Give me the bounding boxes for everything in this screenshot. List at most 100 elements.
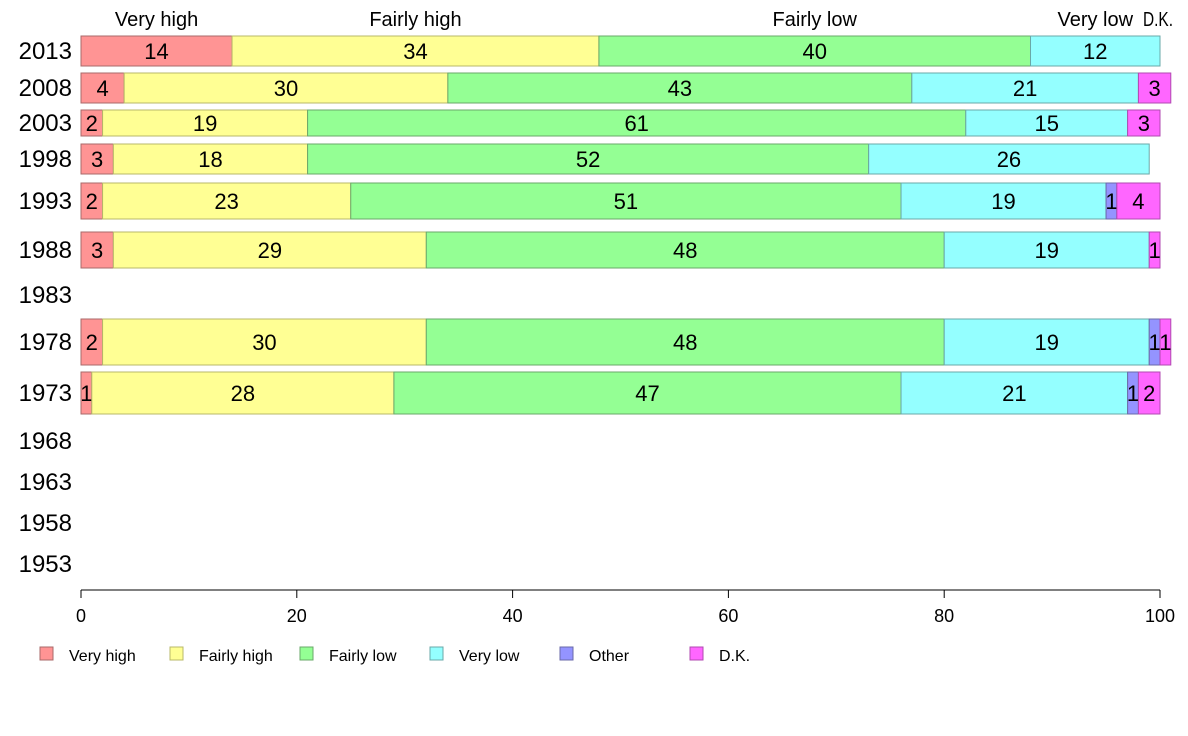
bar-segment — [965, 109, 1129, 137]
bar-segment — [80, 35, 233, 67]
data-label: 2 — [86, 330, 98, 355]
bar-segment — [80, 231, 114, 269]
bar-segment — [112, 143, 309, 175]
data-label: 1 — [80, 381, 92, 406]
bar-segment — [80, 143, 114, 175]
data-label: 30 — [274, 76, 298, 101]
data-label: 52 — [576, 147, 600, 172]
bar-segment — [91, 371, 395, 415]
legend-label: Other — [589, 648, 630, 665]
bar-segment — [900, 371, 1129, 415]
data-label: 51 — [614, 189, 638, 214]
x-tick-label: 60 — [718, 606, 738, 626]
bar-segment — [102, 109, 309, 137]
x-tick-label: 100 — [1145, 606, 1175, 626]
legend-label: Very low — [459, 648, 520, 665]
data-label: 40 — [802, 39, 826, 64]
bar-segment — [1137, 72, 1172, 104]
y-tick-label: 1988 — [19, 237, 72, 264]
data-label: 30 — [252, 330, 276, 355]
bar-segment — [1116, 182, 1161, 220]
y-tick-label: 1973 — [19, 380, 72, 407]
data-label: 12 — [1083, 39, 1107, 64]
legend-swatch — [429, 646, 444, 661]
bar-segment — [868, 143, 1150, 175]
bar-segment — [911, 72, 1139, 104]
bar-segment — [425, 318, 945, 366]
data-label: 43 — [668, 76, 692, 101]
x-tick-label: 80 — [934, 606, 954, 626]
data-label: 1 — [1148, 330, 1160, 355]
y-tick-label: 1993 — [19, 188, 72, 215]
bar-segment — [1137, 371, 1161, 415]
bar-segment — [393, 371, 902, 415]
data-label: 4 — [1132, 189, 1144, 214]
data-label: 1 — [1127, 381, 1139, 406]
bar-segment — [943, 318, 1150, 366]
legend-swatch — [689, 646, 704, 661]
data-label: 1 — [1105, 189, 1117, 214]
data-label: 26 — [997, 147, 1021, 172]
y-tick-label: 1983 — [19, 282, 72, 309]
bar-segment — [1148, 231, 1161, 269]
bar-segment — [943, 231, 1150, 269]
bar-segment — [80, 72, 125, 104]
top-category-label: D.K. — [1143, 9, 1173, 31]
bar-segment — [1159, 318, 1172, 366]
data-label: 2 — [86, 189, 98, 214]
bar-segment — [1030, 35, 1161, 67]
data-label: 47 — [635, 381, 659, 406]
data-label: 28 — [231, 381, 255, 406]
data-label: 1 — [1159, 330, 1171, 355]
bar-segment — [447, 72, 913, 104]
data-label: 21 — [1013, 76, 1037, 101]
bar-segment — [598, 35, 1032, 67]
data-label: 4 — [96, 76, 108, 101]
data-label: 2 — [86, 111, 98, 136]
legend-label: Fairly high — [199, 648, 273, 665]
y-tick-label: 1978 — [19, 329, 72, 356]
top-category-label: Very low — [1057, 9, 1133, 31]
y-tick-label: 2008 — [19, 75, 72, 102]
legend-swatch — [299, 646, 314, 661]
data-label: 3 — [91, 238, 103, 263]
bar-segment — [102, 182, 352, 220]
bar-segment — [112, 231, 427, 269]
data-label: 15 — [1034, 111, 1058, 136]
legend-swatch — [169, 646, 184, 661]
y-tick-label: 2003 — [19, 110, 72, 137]
x-tick-label: 20 — [287, 606, 307, 626]
data-label: 23 — [214, 189, 238, 214]
top-category-label: Very high — [115, 9, 198, 31]
y-tick-label: 1953 — [19, 551, 72, 578]
bar-segment — [123, 72, 449, 104]
y-tick-label: 1958 — [19, 510, 72, 537]
bar-segment — [231, 35, 600, 67]
data-label: 19 — [1034, 238, 1058, 263]
x-tick-label: 0 — [76, 606, 86, 626]
data-label: 3 — [1138, 111, 1150, 136]
top-category-label: Fairly high — [369, 9, 461, 31]
data-label: 3 — [91, 147, 103, 172]
top-category-label: Fairly low — [772, 9, 857, 31]
data-label: 2 — [1143, 381, 1155, 406]
bar-segment — [307, 109, 967, 137]
data-label: 19 — [991, 189, 1015, 214]
data-label: 1 — [1148, 238, 1160, 263]
data-label: 19 — [1034, 330, 1058, 355]
y-tick-label: 1968 — [19, 428, 72, 455]
data-label: 3 — [1148, 76, 1160, 101]
data-label: 21 — [1002, 381, 1026, 406]
y-tick-label: 1963 — [19, 469, 72, 496]
legend-swatch — [559, 646, 574, 661]
data-label: 61 — [624, 111, 648, 136]
data-label: 29 — [258, 238, 282, 263]
data-label: 34 — [403, 39, 427, 64]
bar-segment — [1127, 109, 1161, 137]
x-tick-label: 40 — [503, 606, 523, 626]
y-tick-label: 1998 — [19, 146, 72, 173]
data-label: 19 — [193, 111, 217, 136]
legend-label: Very high — [69, 648, 136, 665]
data-label: 14 — [144, 39, 168, 64]
